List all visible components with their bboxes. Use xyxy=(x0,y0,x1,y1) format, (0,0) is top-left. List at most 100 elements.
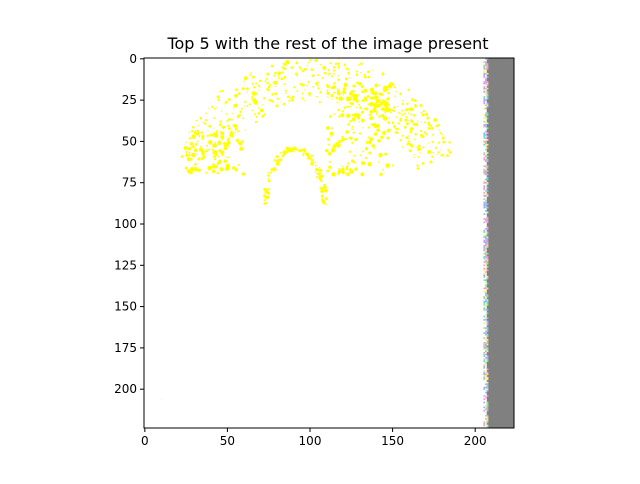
noise-pixel xyxy=(483,376,486,379)
noise-pixel xyxy=(483,195,486,197)
highlight-pixel xyxy=(227,127,231,130)
highlight-pixel xyxy=(304,68,307,71)
highlight-pixel xyxy=(349,102,352,105)
noise-pixel xyxy=(485,148,487,151)
noise-pixel xyxy=(485,125,487,128)
highlight-pixel xyxy=(384,113,387,115)
highlight-pixel xyxy=(363,107,366,110)
highlight-pixel xyxy=(254,98,257,101)
noise-pixel xyxy=(483,134,486,136)
noise-pixel xyxy=(485,373,487,376)
highlight-pixel xyxy=(326,137,330,141)
highlight-pixel xyxy=(268,83,271,87)
noise-pixel xyxy=(483,272,486,275)
noise-pixel xyxy=(486,343,489,346)
highlight-pixel xyxy=(387,89,389,91)
noise-pixel xyxy=(483,302,486,305)
noise-pixel xyxy=(485,137,487,139)
highlight-pixel xyxy=(289,97,292,100)
highlight-pixel xyxy=(237,130,240,133)
highlight-pixel xyxy=(304,100,306,102)
noise-pixel xyxy=(486,287,489,290)
highlight-pixel xyxy=(219,121,222,123)
noise-pixel xyxy=(483,172,486,174)
noise-pixel xyxy=(485,345,487,348)
highlight-pixel xyxy=(362,150,365,153)
noise-pixel xyxy=(486,135,489,138)
noise-pixel xyxy=(485,305,487,308)
noise-pixel xyxy=(483,107,486,110)
highlight-pixel xyxy=(352,131,355,134)
highlight-pixel xyxy=(243,76,248,81)
highlight-pixel xyxy=(338,167,341,170)
noise-pixel xyxy=(485,92,487,95)
noise-pixel xyxy=(486,181,489,184)
highlight-pixel xyxy=(225,163,230,168)
highlight-pixel xyxy=(423,131,427,134)
highlight-pixel xyxy=(396,105,399,108)
highlight-pixel xyxy=(241,172,246,176)
noise-pixel xyxy=(486,216,489,219)
noise-pixel xyxy=(483,337,486,339)
highlight-pixel xyxy=(367,103,370,106)
highlight-pixel xyxy=(333,143,336,146)
highlight-pixel xyxy=(246,87,249,91)
noise-pixel xyxy=(486,421,489,424)
highlight-pixel xyxy=(321,77,324,79)
noise-pixel xyxy=(486,243,489,245)
highlight-pixel xyxy=(427,126,431,130)
noise-pixel xyxy=(486,244,489,247)
highlight-pixel xyxy=(381,72,385,76)
highlight-pixel xyxy=(220,131,225,136)
highlight-pixel xyxy=(188,137,192,140)
highlight-pixel xyxy=(284,89,288,92)
highlight-pixel xyxy=(335,96,339,100)
highlight-pixel xyxy=(336,143,341,148)
highlight-pixel xyxy=(205,171,208,174)
highlight-pixel xyxy=(251,97,254,100)
noise-pixel xyxy=(483,170,486,172)
highlight-pixel xyxy=(432,151,435,154)
highlight-pixel xyxy=(410,127,414,131)
highlight-pixel xyxy=(188,153,191,156)
highlight-pixel xyxy=(236,114,240,118)
noise-pixel xyxy=(485,155,487,158)
highlight-pixel xyxy=(381,108,385,112)
highlight-pixel xyxy=(431,155,434,158)
noise-pixel xyxy=(486,424,489,427)
highlight-pixel xyxy=(267,178,270,180)
highlight-pixel xyxy=(200,131,204,134)
noise-pixel xyxy=(483,365,486,367)
highlight-pixel xyxy=(427,115,429,117)
noise-pixel xyxy=(483,218,486,220)
highlight-pixel xyxy=(301,69,305,73)
highlight-pixel xyxy=(220,150,225,155)
highlight-pixel xyxy=(412,123,416,126)
noise-pixel xyxy=(485,81,487,83)
highlight-pixel xyxy=(183,146,188,150)
noise-pixel xyxy=(485,361,487,364)
highlight-pixel xyxy=(380,108,383,111)
noise-pixel xyxy=(483,401,486,404)
noise-pixel xyxy=(485,130,487,133)
noise-pixel xyxy=(483,99,486,101)
noise-pixel xyxy=(486,104,489,106)
noise-pixel xyxy=(486,295,489,298)
highlight-pixel xyxy=(251,82,255,86)
noise-pixel xyxy=(486,238,489,240)
highlight-pixel xyxy=(227,156,229,159)
highlight-pixel xyxy=(413,154,415,156)
noise-pixel xyxy=(486,167,489,169)
noise-pixel xyxy=(483,276,486,278)
highlight-pixel xyxy=(330,75,333,78)
noise-pixel xyxy=(486,92,489,95)
highlight-pixel xyxy=(189,157,193,161)
noise-pixel xyxy=(483,424,486,427)
noise-pixel xyxy=(483,241,486,243)
noise-pixel xyxy=(483,423,486,425)
highlight-pixel xyxy=(372,122,377,127)
noise-pixel xyxy=(486,401,489,404)
noise-pixel xyxy=(486,236,489,239)
noise-pixel xyxy=(485,294,487,296)
highlight-pixel xyxy=(386,128,391,133)
